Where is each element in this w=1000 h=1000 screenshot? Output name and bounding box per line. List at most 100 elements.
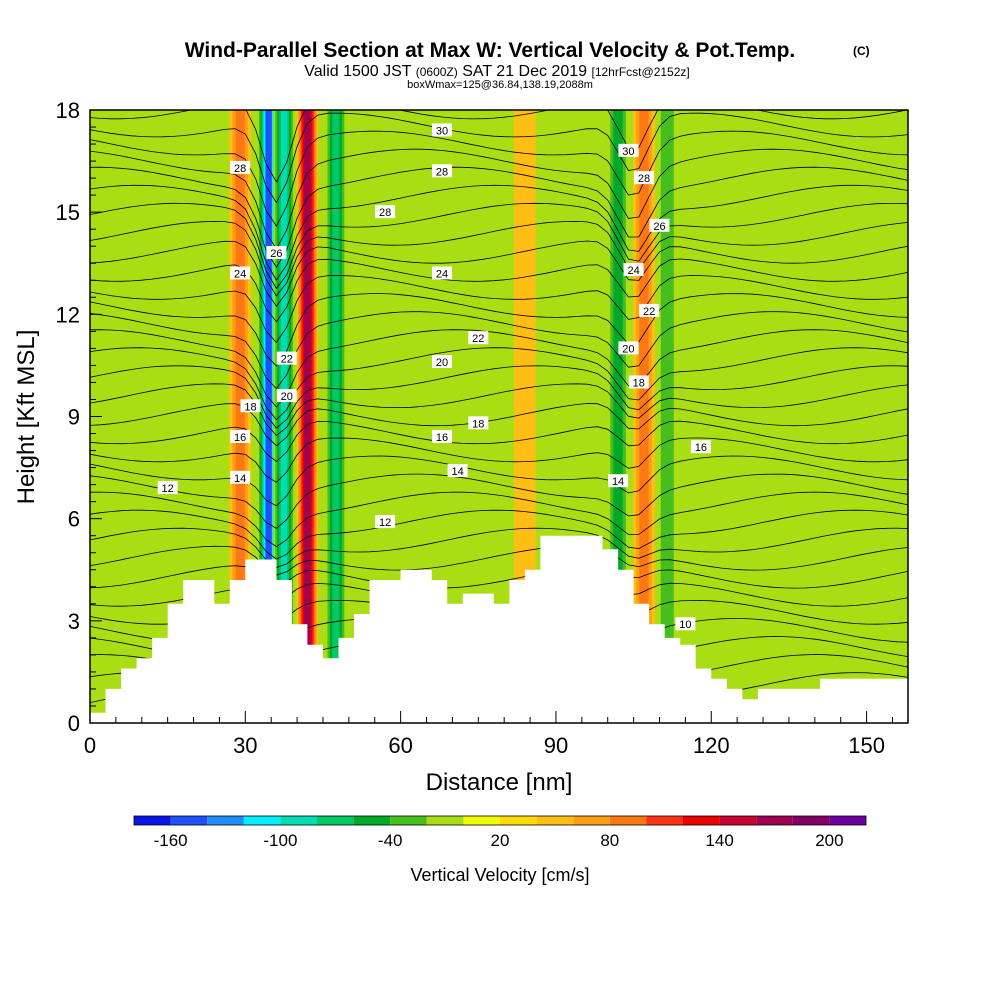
theta-isoline — [90, 112, 908, 204]
y-axis-label: Height [Kft MSL] — [13, 330, 40, 505]
svg-text:28: 28 — [436, 166, 448, 178]
theta-label: 20 — [618, 341, 639, 355]
theta-label: 30 — [432, 123, 453, 137]
theta-label: 16 — [432, 429, 453, 444]
theta-isoline — [90, 437, 908, 483]
theta-isoline — [90, 258, 908, 323]
x-tick-label: 90 — [544, 733, 568, 758]
theta-label: 28 — [230, 160, 251, 175]
svg-text:24: 24 — [436, 268, 448, 280]
theta-label: 12 — [375, 515, 396, 529]
velocity-band-3-level-6 — [304, 110, 311, 723]
x-tick-label: 60 — [388, 733, 412, 758]
theta-isoline — [90, 293, 908, 367]
svg-text:20: 20 — [281, 391, 293, 403]
colorbar-swatch — [317, 816, 354, 825]
svg-text:18: 18 — [633, 377, 645, 389]
svg-text:18: 18 — [472, 418, 484, 430]
svg-text:14: 14 — [612, 476, 624, 488]
colorbar-tick-label: -100 — [263, 831, 297, 850]
svg-text:16: 16 — [234, 432, 246, 444]
theta-isoline — [90, 473, 908, 529]
theta-label: 30 — [618, 143, 639, 158]
y-tick-label: 6 — [68, 507, 80, 532]
theta-isoline — [90, 184, 908, 281]
subtitle: Valid 1500 JST (0600Z) SAT 21 Dec 2019 [… — [304, 63, 689, 80]
y-tick-label: 9 — [68, 405, 80, 430]
velocity-band-2-level-4 — [281, 110, 288, 723]
theta-label: 20 — [276, 389, 297, 403]
theta-isoline — [90, 329, 908, 408]
colorbar-swatch — [536, 816, 574, 825]
svg-text:22: 22 — [281, 354, 293, 366]
colorbar-swatch — [353, 816, 391, 825]
colorbar-tick-label: 80 — [600, 831, 619, 850]
theta-isoline — [90, 455, 908, 507]
theta-isoline — [90, 148, 908, 250]
svg-text:12: 12 — [379, 517, 391, 529]
svg-text:20: 20 — [436, 357, 448, 369]
colorbar-tick-label: -160 — [154, 831, 188, 850]
theta-isoline — [90, 202, 908, 290]
theta-label: 28 — [633, 171, 654, 185]
theta-isoline — [90, 509, 908, 560]
theta-isoline — [90, 420, 908, 463]
theta-label: 18 — [628, 375, 649, 389]
theta-isoline — [90, 403, 908, 447]
x-axis-label: Distance [nm] — [426, 769, 573, 796]
velocity-band-1-level-7 — [265, 110, 272, 723]
x-tick-label: 30 — [233, 733, 257, 758]
svg-text:28: 28 — [379, 207, 391, 219]
svg-text:18: 18 — [244, 401, 256, 413]
theta-label: 10 — [675, 617, 696, 631]
theta-isoline — [90, 110, 908, 183]
colorbar-swatch — [792, 816, 830, 825]
colorbar-swatch — [829, 816, 866, 825]
colorbar-swatch — [756, 816, 793, 825]
theta-label: 24 — [230, 266, 251, 280]
y-tick-label: 18 — [56, 98, 80, 123]
colorbar-label: Vertical Velocity [cm/s] — [410, 865, 589, 885]
colorbar-swatch — [683, 816, 720, 825]
x-tick-label: 120 — [693, 733, 730, 758]
theta-label: 16 — [230, 429, 251, 444]
terrain-mask — [90, 535, 908, 723]
y-tick-label: 15 — [56, 200, 80, 225]
svg-text:16: 16 — [695, 442, 707, 454]
subtitle-date: SAT 21 Dec 2019 — [462, 63, 587, 80]
colorbar-swatch — [573, 816, 610, 825]
subtitle-box-wmax: boxWmax=125@36.84,138.19,2088m — [407, 79, 593, 91]
chart-title: Wind-Parallel Section at Max W: Vertical… — [185, 39, 796, 62]
colorbar: -160 -100 -40 20 80 140 200 — [133, 815, 867, 850]
colorbar-swatch — [426, 816, 464, 825]
colorbar-swatch — [609, 816, 647, 825]
velocity-band-6-level-0 — [514, 110, 536, 723]
theta-label: 26 — [266, 246, 287, 260]
theta-isoline — [90, 491, 908, 548]
theta-label: 12 — [157, 481, 178, 495]
theta-label: 24 — [432, 266, 453, 280]
svg-text:14: 14 — [234, 473, 246, 485]
svg-text:28: 28 — [234, 163, 246, 175]
colorbar-tick-label: 140 — [705, 831, 733, 850]
y-tick-label: 0 — [68, 711, 80, 736]
theta-label: 18 — [240, 399, 261, 413]
theta-label: 26 — [649, 218, 670, 233]
title-mark: (C) — [853, 44, 870, 58]
colorbar-swatch — [390, 816, 427, 825]
theta-isoline — [90, 365, 908, 429]
svg-text:28: 28 — [638, 173, 650, 185]
svg-text:22: 22 — [643, 306, 655, 318]
theta-isoline — [90, 240, 908, 307]
colorbar-swatch — [280, 816, 317, 825]
colorbar-swatch — [500, 816, 537, 825]
svg-text:10: 10 — [679, 619, 691, 631]
theta-label: 18 — [468, 416, 489, 430]
theta-label: 28 — [432, 164, 453, 178]
colorbar-swatch — [243, 816, 281, 825]
x-tick-label: 150 — [848, 733, 885, 758]
subtitle-forecast: [12hrFcst@2152z] — [592, 65, 690, 79]
theta-isoline — [90, 565, 908, 589]
theta-label: 20 — [432, 355, 453, 369]
svg-text:26: 26 — [653, 221, 665, 233]
